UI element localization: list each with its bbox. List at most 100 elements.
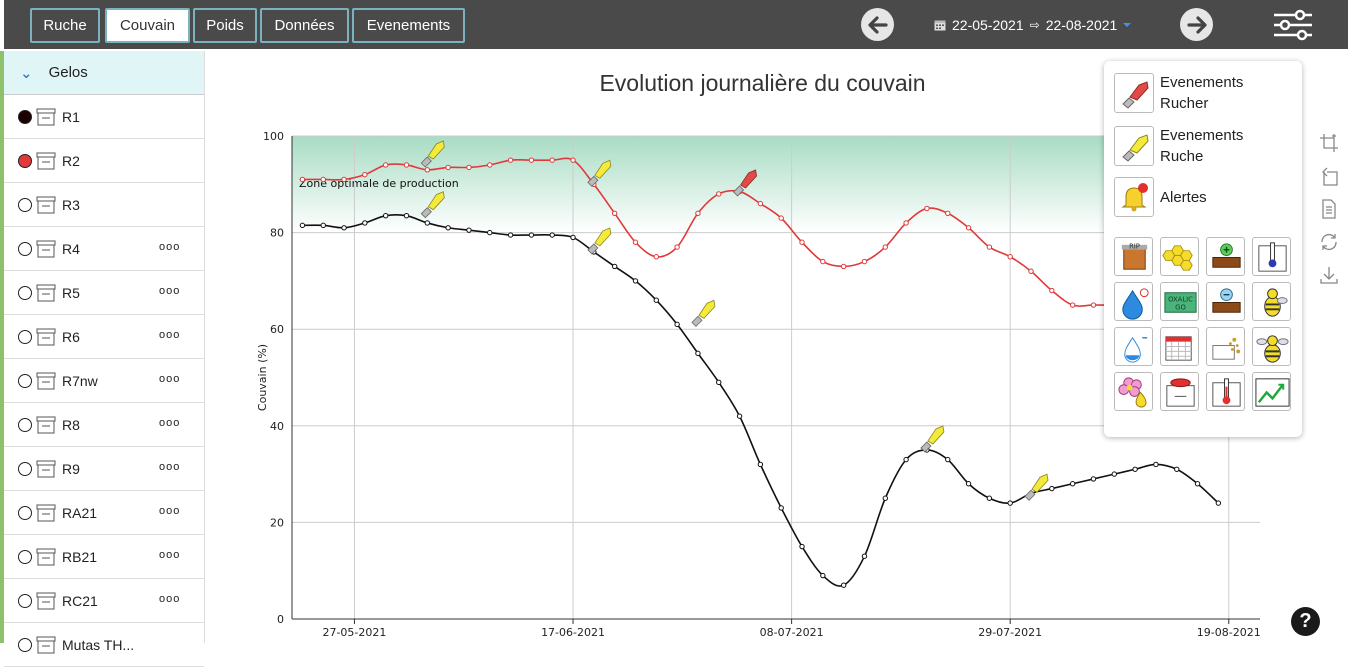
flower-pollen-icon[interactable] <box>1114 372 1153 411</box>
hive-row[interactable]: R6 ooo <box>4 315 204 359</box>
series-point <box>611 263 618 270</box>
hive-radio[interactable] <box>18 109 32 124</box>
hive-row[interactable]: R4 ooo <box>4 227 204 271</box>
hive-radio[interactable] <box>18 417 32 432</box>
x-tick-label: 17-06-2021 <box>541 626 605 639</box>
event-marker-hive <box>1024 473 1049 501</box>
hive-box-icon <box>36 460 56 477</box>
hive-row-options[interactable]: ooo <box>159 549 181 561</box>
swarm-bee-icon[interactable] <box>1252 327 1291 366</box>
hive-row[interactable]: RC21 ooo <box>4 579 204 623</box>
feeder-hive-icon[interactable] <box>1160 372 1199 411</box>
hive-radio[interactable] <box>18 373 32 388</box>
series-point <box>757 461 764 468</box>
calendar-icon <box>934 20 946 31</box>
series-point <box>403 162 410 168</box>
arrow-left-icon <box>867 15 888 34</box>
series-point <box>716 379 722 386</box>
water-drop-minus-icon[interactable] <box>1114 327 1153 366</box>
hive-box-icon <box>36 548 56 565</box>
hive-radio[interactable] <box>18 549 32 564</box>
next-period-button[interactable] <box>1180 8 1213 41</box>
hive-row[interactable]: R1 <box>4 95 204 139</box>
apiary-events-item[interactable]: Evenements Rucher <box>1114 72 1243 114</box>
alerts-item[interactable]: Alertes <box>1114 177 1207 217</box>
hive-row[interactable]: R7nw ooo <box>4 359 204 403</box>
tab-donnees[interactable]: Données <box>260 8 349 43</box>
water-drop-plus-icon[interactable] <box>1114 282 1153 321</box>
hive-radio[interactable] <box>18 197 32 212</box>
hive-radio[interactable] <box>18 241 32 256</box>
hive-radio[interactable] <box>18 505 32 520</box>
tab-poids[interactable]: Poids <box>193 8 257 43</box>
series-point <box>882 244 888 250</box>
hive-radio[interactable] <box>18 329 32 344</box>
series-point <box>570 234 576 241</box>
hive-radio[interactable] <box>18 285 32 300</box>
hive-box-icon <box>36 108 56 125</box>
hive-row-label: Mutas TH... <box>62 636 135 653</box>
date-range-picker[interactable]: 22-05-2021 ⇨ 22-08-2021 <box>934 17 1132 33</box>
question-icon: ? <box>1299 610 1312 632</box>
hive-radio[interactable] <box>18 153 32 168</box>
series-point <box>1028 268 1034 274</box>
hive-row[interactable]: Mutas TH... <box>4 623 204 667</box>
series-point <box>903 220 909 226</box>
download-icon <box>1320 266 1338 284</box>
thermometer-hive-icon[interactable] <box>1252 237 1291 276</box>
hive-row[interactable]: RA21 ooo <box>4 491 204 535</box>
rip-hive-icon[interactable]: RIP <box>1114 237 1153 276</box>
hive-row-options[interactable]: ooo <box>159 241 181 253</box>
hive-row[interactable]: R9 ooo <box>4 447 204 491</box>
hive-row-options[interactable]: ooo <box>159 329 181 341</box>
svg-text:OXALIC: OXALIC <box>1168 296 1193 304</box>
previous-period-button[interactable] <box>861 8 894 41</box>
hive-box-icon <box>36 372 56 389</box>
zoom-add-tool[interactable] <box>1316 126 1342 159</box>
tab-ruche[interactable]: Ruche <box>30 8 100 43</box>
hive-row-options[interactable]: ooo <box>159 373 181 385</box>
reset-view-tool[interactable] <box>1316 159 1342 192</box>
hive-radio[interactable] <box>18 593 32 608</box>
remove-super-icon[interactable] <box>1206 282 1245 321</box>
help-button[interactable]: ? <box>1291 607 1320 636</box>
series-point <box>1215 500 1222 506</box>
tab-couvain[interactable]: Couvain <box>105 8 190 43</box>
hive-row[interactable]: R3 <box>4 183 204 227</box>
hive-row-options[interactable]: ooo <box>159 593 181 605</box>
settings-sliders-button[interactable] <box>1272 8 1314 42</box>
hive-row-label: RA21 <box>62 504 98 521</box>
hive-row-options[interactable]: ooo <box>159 461 181 473</box>
hive-row[interactable]: R2 <box>4 139 204 183</box>
temperature-hive-icon[interactable] <box>1206 372 1245 411</box>
add-super-icon[interactable] <box>1206 237 1245 276</box>
series-point <box>736 413 743 419</box>
tab-evenements[interactable]: Evenements <box>352 8 465 43</box>
hive-events-label-1: Evenements <box>1160 127 1244 144</box>
hive-radio[interactable] <box>18 461 32 476</box>
hive-radio[interactable] <box>18 637 32 652</box>
hive-row[interactable]: RB21 ooo <box>4 535 204 579</box>
hive-row-options[interactable]: ooo <box>159 505 181 517</box>
queen-bee-icon[interactable] <box>1252 282 1291 321</box>
series-point <box>1069 302 1076 308</box>
calendar-icon[interactable] <box>1160 327 1199 366</box>
restore-tool[interactable] <box>1316 225 1342 258</box>
hive-row-options[interactable]: ooo <box>159 285 181 297</box>
oxalic-go-icon[interactable]: OXALIC GO <box>1160 282 1199 321</box>
honeycomb-icon[interactable] <box>1160 237 1199 276</box>
data-view-tool[interactable] <box>1316 192 1342 225</box>
series-point <box>466 164 472 171</box>
pollen-feeding-icon[interactable] <box>1206 327 1245 366</box>
save-image-tool[interactable] <box>1316 258 1342 291</box>
hive-row-options[interactable]: ooo <box>159 417 181 429</box>
series-point <box>549 232 555 238</box>
hive-events-item[interactable]: Evenements Ruche <box>1114 125 1243 167</box>
marker-blade <box>1031 473 1049 493</box>
trend-chart-icon[interactable] <box>1252 372 1291 411</box>
series-point <box>445 225 451 231</box>
apiary-group-header[interactable]: ⌄ Gelos <box>4 51 204 95</box>
hive-row[interactable]: R5 ooo <box>4 271 204 315</box>
hive-row[interactable]: R8 ooo <box>4 403 204 447</box>
series-line-1 <box>302 213 1219 587</box>
